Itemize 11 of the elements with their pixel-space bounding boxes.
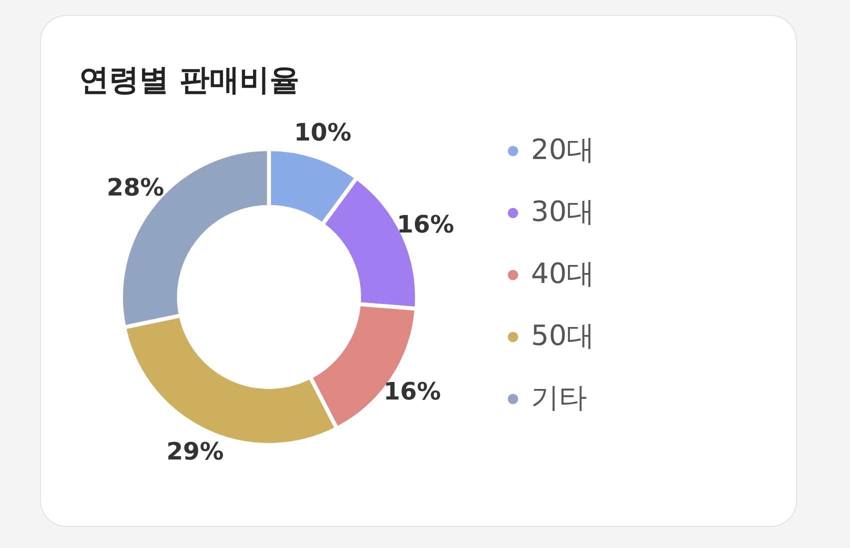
chart-title: 연령별 판매비율 bbox=[79, 62, 300, 100]
data-label: 10% bbox=[294, 118, 352, 147]
legend-label: 기타 bbox=[531, 381, 587, 414]
legend-label: 30대 bbox=[531, 195, 595, 228]
legend-label: 20대 bbox=[531, 133, 595, 166]
data-label: 28% bbox=[106, 174, 164, 202]
legend-label: 40대 bbox=[531, 257, 595, 290]
data-label: 16% bbox=[396, 210, 454, 239]
data-label: 29% bbox=[166, 437, 224, 466]
legend-label: 50대 bbox=[531, 319, 595, 352]
data-label: 16% bbox=[383, 377, 441, 406]
